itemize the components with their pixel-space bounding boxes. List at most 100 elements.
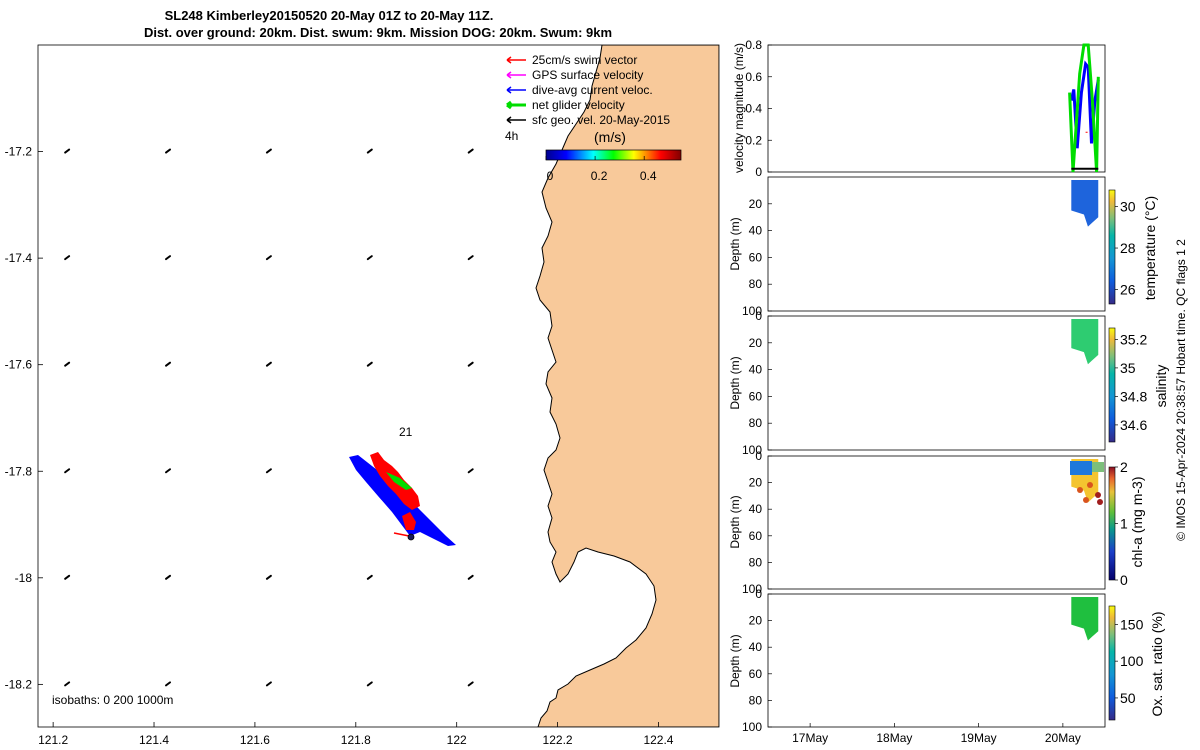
depth-y-tick-label: 0 — [755, 587, 762, 601]
velocity-y-ticks: 0 0.2 0.4 0.6 0.8 — [745, 38, 772, 179]
sfc-geo-arrow — [467, 681, 474, 687]
sfc-geo-arrow — [165, 148, 172, 154]
legend-arrowhead — [506, 86, 512, 94]
velocity-y-tick-label: 0.8 — [745, 38, 762, 52]
sfc-geo-arrow — [467, 361, 474, 367]
velocity-panel: 0 0.2 0.4 0.6 0.8 velocity magnitude (m/s) — [732, 38, 1106, 179]
salinity-y-label: Depth (m) — [728, 356, 742, 409]
map-x-tick-label: 121.4 — [139, 733, 169, 747]
chla-colorbar-label: chl-a (mg m-3) — [1129, 476, 1145, 567]
depth-y-tick-label: 40 — [749, 502, 763, 516]
sfc-geo-arrow — [265, 255, 272, 261]
sfc-geo-arrow — [64, 148, 71, 154]
temperature-colorbar-label: temperature (°C) — [1142, 196, 1158, 300]
sfc-geo-arrow — [265, 681, 272, 687]
sfc-geo-arrow — [265, 574, 272, 580]
map-x-tick-label: 121.2 — [38, 733, 68, 747]
colorbar-tick-label: 1 — [1120, 516, 1128, 532]
sfc-geo-arrow — [467, 148, 474, 154]
time-x-tick-label: 18May — [876, 731, 912, 745]
map-colorbar-tick-label: 0 — [547, 169, 554, 183]
colorbar-tick-label: 30 — [1120, 199, 1136, 215]
depth-y-tick-label: 20 — [749, 614, 763, 628]
map-x-tick-label: 122 — [447, 733, 467, 747]
sfc-geo-arrow — [467, 574, 474, 580]
sfc-geo-arrow — [64, 468, 71, 474]
chla-panel: 0 20 40 60 80 100 Depth (m) 0 1 2 chl-a (mg m-3… — [728, 449, 1145, 596]
map-colorbar — [545, 149, 682, 161]
legend-label: dive-avg current veloc. — [532, 83, 653, 97]
sfc-geo-arrow — [165, 574, 172, 580]
sfc-geo-arrow — [366, 574, 373, 580]
map-colorbar-label: (m/s) — [594, 129, 626, 145]
sfc-geo-arrow — [265, 468, 272, 474]
time-x-ticks: 17May 18May 19May 20May — [792, 723, 1081, 745]
salinity-colorbar-label: salinity — [1153, 365, 1169, 408]
time-x-tick-label: 20May — [1045, 731, 1081, 745]
dive-number-label: 21 — [399, 425, 413, 439]
depth-y-tick-label: 0 — [755, 449, 762, 463]
velocity-axes — [767, 44, 1106, 173]
sfc-geo-arrow — [366, 148, 373, 154]
sfc-geo-arrow — [165, 255, 172, 261]
colorbar-tick-label: 34.8 — [1120, 388, 1147, 404]
map-y-tick-label: -17.6 — [5, 358, 33, 372]
depth-y-tick-label: 40 — [749, 363, 763, 377]
oxygen-panel: 0 20 40 60 80 100 Depth (m) 50 100 150 Ox. sat.… — [728, 587, 1165, 745]
temperature-y-label: Depth (m) — [728, 217, 742, 270]
map-y-tick-label: -18.2 — [5, 677, 33, 691]
map-y-ticks: -17.2 -17.4 -17.6 -17.8 -18 -18.2 — [5, 145, 43, 691]
map-colorbar-tick-label: 0.2 — [591, 169, 608, 183]
velocity-y-label: velocity magnitude (m/s) — [732, 43, 746, 173]
map-y-tick-label: -18 — [15, 571, 33, 585]
map-x-tick-label: 121.8 — [341, 733, 371, 747]
colorbar-tick-label: 0 — [1120, 572, 1128, 588]
colorbar-tick-label: 35 — [1120, 360, 1136, 376]
map-x-tick-label: 122.2 — [543, 733, 573, 747]
depth-y-tick-label: 100 — [742, 720, 762, 734]
chla-axes — [767, 455, 1106, 590]
colorbar-tick-label: 26 — [1120, 281, 1136, 297]
oxygen-y-ticks: 0 20 40 60 80 100 — [742, 587, 772, 734]
map-x-tick-label: 121.6 — [240, 733, 270, 747]
sfc-geo-arrow — [467, 468, 474, 474]
legend-label: GPS surface velocity — [532, 68, 643, 82]
map-y-tick-label: -17.4 — [5, 251, 33, 265]
sfc-geo-arrow — [265, 361, 272, 367]
depth-y-tick-label: 60 — [749, 529, 763, 543]
depth-y-tick-label: 20 — [749, 476, 763, 490]
depth-y-tick-label: 40 — [749, 640, 763, 654]
depth-y-tick-label: 80 — [749, 416, 763, 430]
oxygen-colorbar — [1108, 605, 1116, 721]
depth-y-tick-label: 60 — [749, 389, 763, 403]
temperature-colorbar-ticks: 26 28 30 — [1115, 199, 1136, 297]
sfc-geo-arrow — [265, 148, 272, 154]
sfc-geo-vectors — [64, 148, 474, 687]
sfc-geo-arrow — [64, 574, 71, 580]
map-frame — [37, 44, 720, 728]
swim-vectors-lower — [402, 512, 416, 530]
oxygen-colorbar-ticks: 50 100 150 — [1115, 616, 1144, 706]
oxygen-axes — [767, 593, 1106, 728]
depth-y-tick-label: 40 — [749, 224, 763, 238]
oxygen-y-label: Depth (m) — [728, 634, 742, 687]
title-line-2: Dist. over ground: 20km. Dist. swum: 9km… — [144, 25, 612, 40]
salinity-panel: 0 20 40 60 80 100 Depth (m) 34.6 34.8 35 35.2 sa… — [728, 309, 1169, 457]
colorbar-tick-label: 100 — [1120, 653, 1144, 669]
colorbar-tick-label: 35.2 — [1120, 331, 1147, 347]
salinity-axes — [767, 315, 1106, 451]
temperature-section — [1071, 180, 1099, 227]
map-x-ticks: 121.2 121.4 121.6 121.8 122 122.2 122.4 — [38, 722, 674, 747]
velocity-y-tick-label: 0.4 — [745, 102, 762, 116]
depth-y-tick-label: 100 — [742, 304, 762, 318]
chla-colorbar — [1108, 466, 1116, 581]
coastline-land — [535, 45, 719, 727]
map-y-tick-label: -17.2 — [5, 145, 33, 159]
salinity-colorbar — [1108, 327, 1116, 443]
depth-y-tick-label: 80 — [749, 693, 763, 707]
glider-track: 21 — [349, 425, 456, 546]
depth-y-tick-label: 60 — [749, 250, 763, 264]
velocity-series-line — [1068, 43, 1100, 173]
map-panel: 121.2 121.4 121.6 121.8 122 122.2 122.4 -17.2-… — [5, 44, 720, 747]
